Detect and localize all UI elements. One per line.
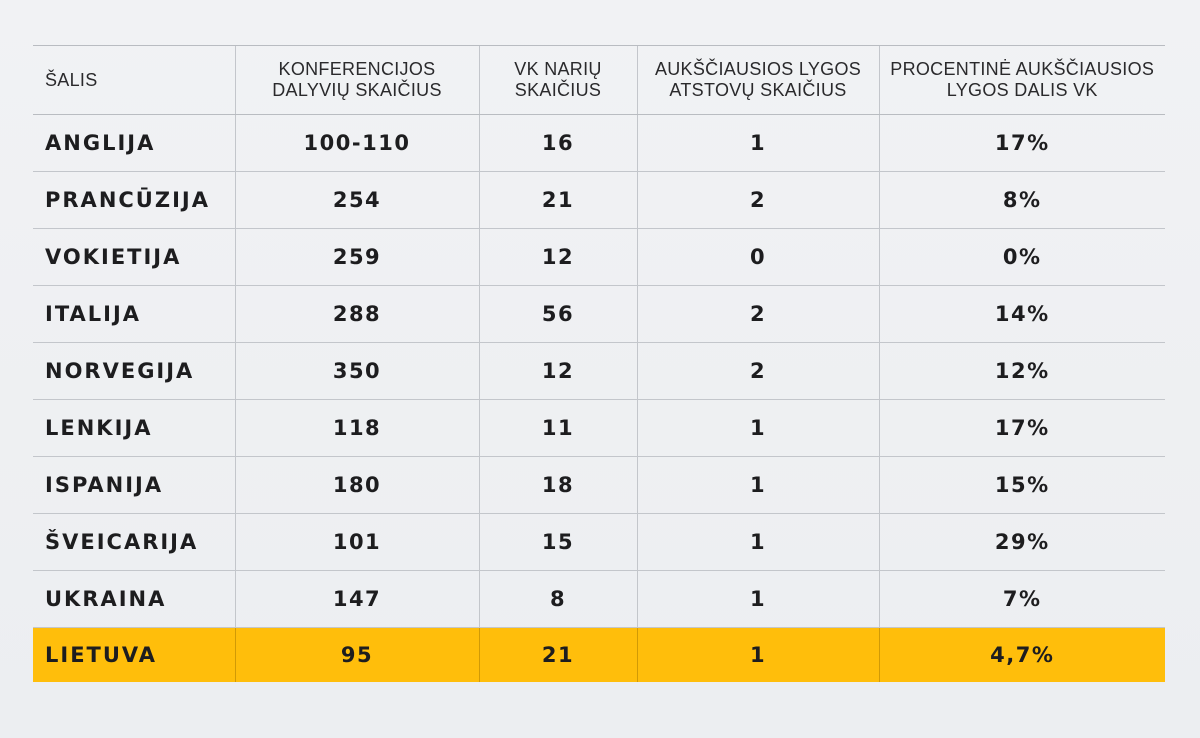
table-container: ŠALIS KONFERENCIJOS DALYVIŲ SKAIČIUS VK … (33, 45, 1165, 682)
country-cell: UKRAINA (33, 570, 235, 628)
top-league-reps-cell: 1 (636, 570, 879, 628)
table-row: PRANCŪZIJA 254 21 2 8% (33, 171, 1165, 229)
participants-cell: 350 (234, 342, 479, 400)
members-cell: 12 (478, 342, 637, 400)
header-country: ŠALIS (33, 45, 235, 115)
members-cell: 8 (478, 570, 637, 628)
header-top-league-reps: AUKŠČIAUSIOS LYGOS ATSTOVŲ SKAIČIUS (636, 45, 879, 115)
country-cell: NORVEGIJA (33, 342, 235, 400)
top-league-share-cell: 8% (878, 171, 1165, 229)
header-row: ŠALIS KONFERENCIJOS DALYVIŲ SKAIČIUS VK … (33, 45, 1165, 115)
top-league-share-cell: 17% (878, 114, 1165, 172)
country-cell: LIETUVA (33, 627, 235, 682)
members-cell: 11 (478, 399, 637, 457)
members-cell: 15 (478, 513, 637, 571)
top-league-share-cell: 29% (878, 513, 1165, 571)
top-league-reps-cell: 0 (636, 228, 879, 286)
top-league-reps-cell: 1 (636, 627, 879, 682)
table-row: UKRAINA 147 8 1 7% (33, 570, 1165, 628)
participants-cell: 180 (234, 456, 479, 514)
members-cell: 21 (478, 627, 637, 682)
country-cell: LENKIJA (33, 399, 235, 457)
participants-cell: 101 (234, 513, 479, 571)
top-league-reps-cell: 2 (636, 285, 879, 343)
country-cell: ISPANIJA (33, 456, 235, 514)
country-cell: VOKIETIJA (33, 228, 235, 286)
table-row: ŠVEICARIJA 101 15 1 29% (33, 513, 1165, 571)
country-cell: ITALIJA (33, 285, 235, 343)
top-league-reps-cell: 1 (636, 114, 879, 172)
top-league-reps-cell: 2 (636, 342, 879, 400)
table-row: ISPANIJA 180 18 1 15% (33, 456, 1165, 514)
country-cell: PRANCŪZIJA (33, 171, 235, 229)
header-conference-participants: KONFERENCIJOS DALYVIŲ SKAIČIUS (234, 45, 479, 115)
comparison-table: ŠALIS KONFERENCIJOS DALYVIŲ SKAIČIUS VK … (33, 45, 1165, 682)
participants-cell: 118 (234, 399, 479, 457)
top-league-share-cell: 14% (878, 285, 1165, 343)
header-top-league-share: PROCENTINĖ AUKŠČIAUSIOS LYGOS DALIS VK (878, 45, 1165, 115)
top-league-share-cell: 0% (878, 228, 1165, 286)
top-league-share-cell: 17% (878, 399, 1165, 457)
table-row: ANGLIJA 100-110 16 1 17% (33, 114, 1165, 172)
top-league-reps-cell: 1 (636, 399, 879, 457)
country-cell: ŠVEICARIJA (33, 513, 235, 571)
top-league-share-cell: 12% (878, 342, 1165, 400)
participants-cell: 288 (234, 285, 479, 343)
participants-cell: 100-110 (234, 114, 479, 172)
top-league-reps-cell: 2 (636, 171, 879, 229)
top-league-reps-cell: 1 (636, 456, 879, 514)
members-cell: 16 (478, 114, 637, 172)
table-row-highlighted: LIETUVA 95 21 1 4,7% (33, 627, 1165, 682)
participants-cell: 254 (234, 171, 479, 229)
table-header: ŠALIS KONFERENCIJOS DALYVIŲ SKAIČIUS VK … (33, 45, 1165, 115)
table-row: LENKIJA 118 11 1 17% (33, 399, 1165, 457)
country-cell: ANGLIJA (33, 114, 235, 172)
top-league-share-cell: 4,7% (878, 627, 1165, 682)
top-league-share-cell: 15% (878, 456, 1165, 514)
table-body: ANGLIJA 100-110 16 1 17% PRANCŪZIJA 254 21 2 8% VO… (33, 114, 1165, 682)
header-committee-members: VK NARIŲ SKAIČIUS (478, 45, 637, 115)
members-cell: 12 (478, 228, 637, 286)
table-row: NORVEGIJA 350 12 2 12% (33, 342, 1165, 400)
members-cell: 56 (478, 285, 637, 343)
participants-cell: 95 (234, 627, 479, 682)
top-league-reps-cell: 1 (636, 513, 879, 571)
members-cell: 18 (478, 456, 637, 514)
table-row: ITALIJA 288 56 2 14% (33, 285, 1165, 343)
table-row: VOKIETIJA 259 12 0 0% (33, 228, 1165, 286)
top-league-share-cell: 7% (878, 570, 1165, 628)
participants-cell: 147 (234, 570, 479, 628)
members-cell: 21 (478, 171, 637, 229)
participants-cell: 259 (234, 228, 479, 286)
